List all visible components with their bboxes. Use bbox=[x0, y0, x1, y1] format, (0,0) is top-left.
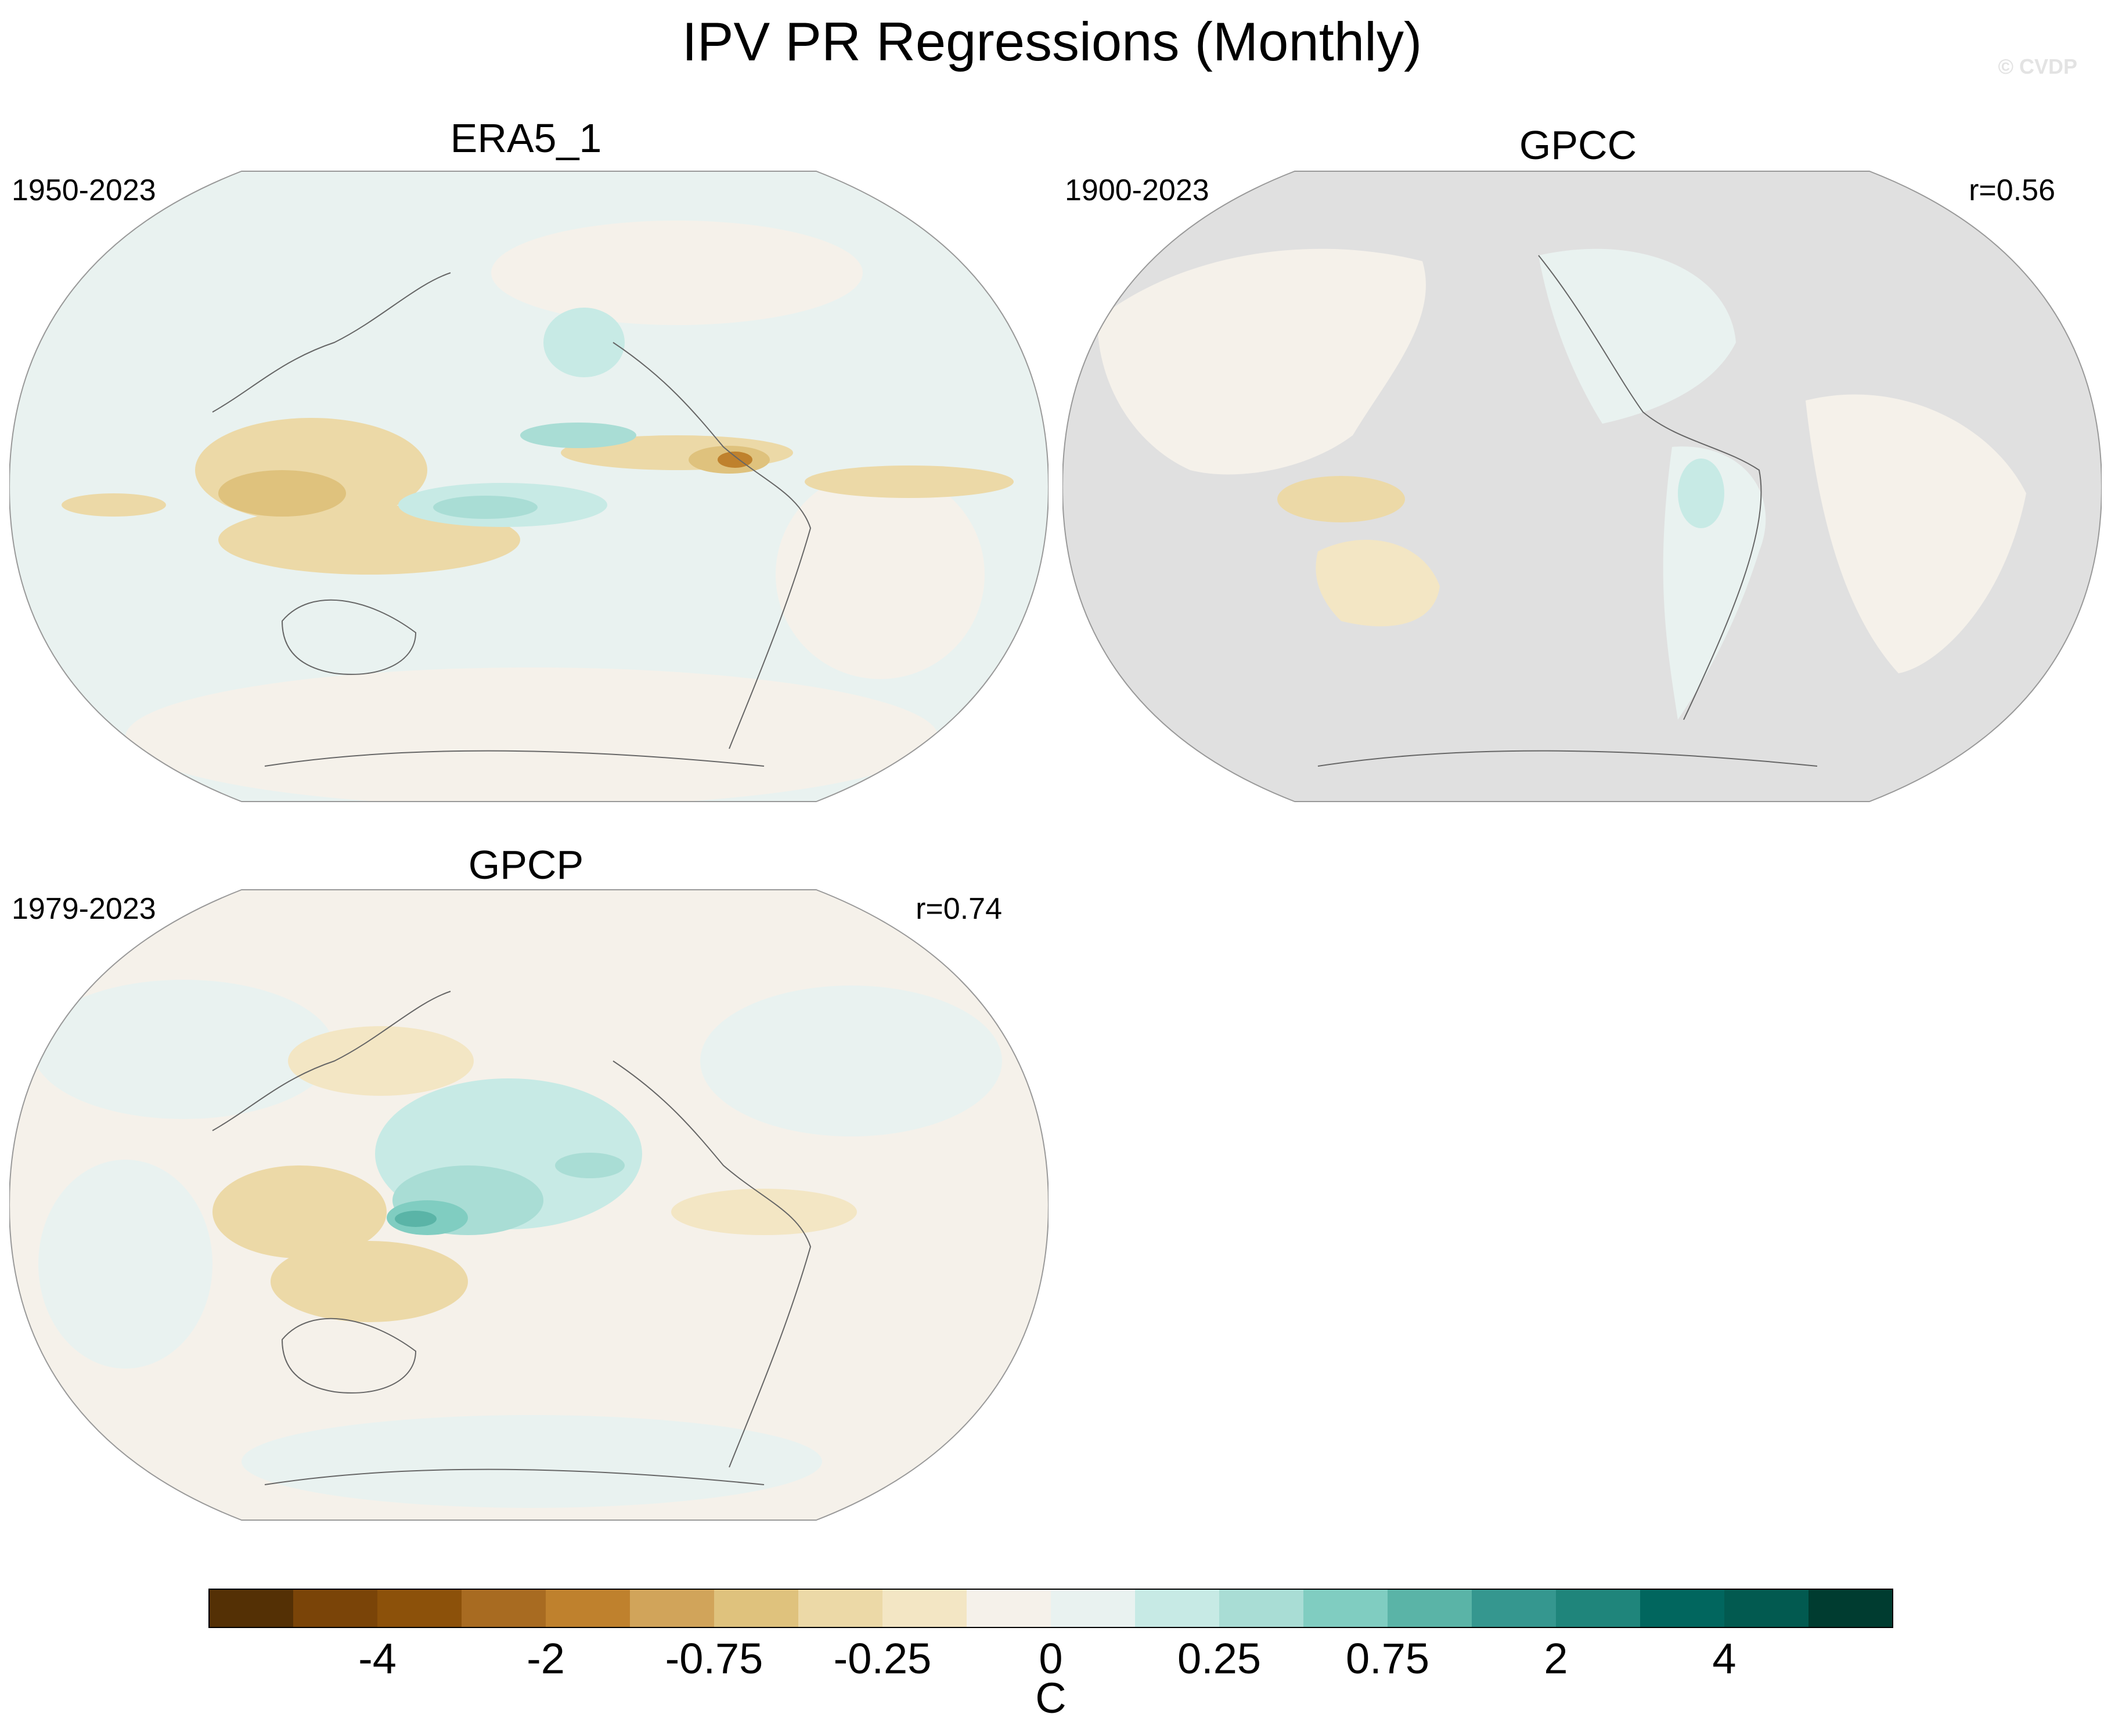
colorbar-tick-label: -2 bbox=[527, 1634, 565, 1683]
colorbar-swatch bbox=[1051, 1589, 1136, 1627]
colorbar-tick-label: 0.75 bbox=[1345, 1634, 1430, 1683]
colorbar-swatch bbox=[1303, 1589, 1388, 1627]
panel-title-gpcc: GPCC bbox=[1519, 122, 1637, 168]
panel-period-gpcp: 1979-2023 bbox=[12, 892, 156, 926]
colorbar-swatch bbox=[1219, 1589, 1304, 1627]
panel-title-gpcp: GPCP bbox=[468, 842, 584, 887]
colorbar-swatch bbox=[293, 1589, 378, 1627]
panel-period-era5: 1950-2023 bbox=[12, 174, 156, 207]
colorbar-swatch bbox=[462, 1589, 546, 1627]
map-era5 bbox=[9, 171, 1049, 802]
colorbar-swatch bbox=[1724, 1589, 1809, 1627]
figure-title: IPV PR Regressions (Monthly) bbox=[682, 11, 1422, 72]
cvdp-watermark: © CVDP bbox=[1998, 55, 2077, 78]
colorbar-swatch bbox=[1556, 1589, 1641, 1627]
colorbar-swatch bbox=[882, 1589, 967, 1627]
colorbar-swatch bbox=[209, 1589, 294, 1627]
colorbar-tick-label: 0 bbox=[1039, 1634, 1063, 1683]
colorbar-tick-label: 2 bbox=[1544, 1634, 1568, 1683]
colorbar-tick-label: 0.25 bbox=[1177, 1634, 1262, 1683]
colorbar-swatch bbox=[1640, 1589, 1725, 1627]
colorbar-tick-label: -0.25 bbox=[833, 1634, 932, 1683]
colorbar-swatch bbox=[1472, 1589, 1557, 1627]
map-gpcc bbox=[1062, 171, 2102, 802]
colorbar-swatch bbox=[546, 1589, 631, 1627]
map-gpcp bbox=[9, 889, 1049, 1521]
colorbar-tick-label: -4 bbox=[358, 1634, 397, 1683]
colorbar-tick-label: 4 bbox=[1712, 1634, 1736, 1683]
panel-corr-gpcp: r=0.74 bbox=[916, 892, 1002, 926]
colorbar-swatch bbox=[1388, 1589, 1472, 1627]
colorbar-tick-label: -0.75 bbox=[665, 1634, 763, 1683]
colorbar-swatch bbox=[1808, 1589, 1893, 1627]
colorbar-swatch bbox=[1135, 1589, 1220, 1627]
panel-title-era5: ERA5_1 bbox=[450, 116, 602, 161]
panel-corr-gpcc: r=0.56 bbox=[1969, 174, 2055, 207]
colorbar-units: C bbox=[1035, 1674, 1067, 1722]
colorbar-swatch bbox=[967, 1589, 1051, 1627]
colorbar-swatch bbox=[630, 1589, 715, 1627]
colorbar-swatch bbox=[377, 1589, 462, 1627]
panel-period-gpcc: 1900-2023 bbox=[1065, 174, 1209, 207]
colorbar-swatch bbox=[714, 1589, 799, 1627]
colorbar-swatch bbox=[798, 1589, 883, 1627]
